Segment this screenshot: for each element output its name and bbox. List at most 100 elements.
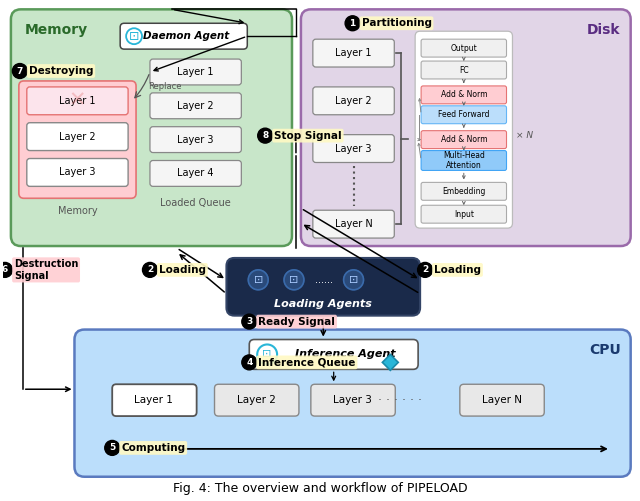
FancyBboxPatch shape — [150, 160, 241, 186]
FancyBboxPatch shape — [19, 81, 136, 198]
Text: Ready Signal: Ready Signal — [258, 317, 335, 327]
Text: Layer 4: Layer 4 — [177, 168, 214, 178]
FancyBboxPatch shape — [313, 210, 394, 238]
Text: ✕: ✕ — [68, 91, 86, 111]
Text: 3: 3 — [246, 317, 252, 326]
Circle shape — [345, 16, 360, 31]
Circle shape — [242, 314, 257, 329]
Text: · · · · · ·: · · · · · · — [378, 394, 422, 407]
FancyBboxPatch shape — [27, 123, 128, 151]
Text: Inference Agent: Inference Agent — [295, 349, 396, 359]
FancyBboxPatch shape — [313, 87, 394, 115]
FancyBboxPatch shape — [415, 31, 513, 228]
Circle shape — [0, 263, 12, 278]
Text: Loading: Loading — [159, 265, 206, 275]
FancyBboxPatch shape — [311, 384, 396, 416]
Text: Layer 3: Layer 3 — [60, 167, 96, 177]
Text: Destroying: Destroying — [29, 66, 93, 76]
FancyBboxPatch shape — [421, 131, 506, 149]
Text: 8: 8 — [262, 131, 268, 140]
FancyBboxPatch shape — [150, 127, 241, 152]
Circle shape — [344, 270, 364, 290]
Text: Layer 2: Layer 2 — [237, 395, 276, 405]
Text: Layer 1: Layer 1 — [335, 48, 372, 58]
Text: 4: 4 — [246, 358, 252, 367]
Circle shape — [258, 128, 273, 143]
FancyBboxPatch shape — [460, 384, 544, 416]
Text: Inference Queue: Inference Queue — [258, 357, 356, 367]
Polygon shape — [382, 354, 398, 370]
Text: Output: Output — [451, 44, 477, 53]
Text: Replace: Replace — [148, 82, 182, 91]
FancyBboxPatch shape — [150, 59, 241, 85]
FancyBboxPatch shape — [27, 158, 128, 186]
Text: 5: 5 — [109, 443, 115, 452]
Circle shape — [242, 355, 257, 370]
Text: 6: 6 — [2, 266, 8, 275]
Text: Layer 2: Layer 2 — [335, 96, 372, 106]
FancyBboxPatch shape — [421, 182, 506, 200]
Text: Computing: Computing — [121, 443, 185, 453]
Text: Layer 1: Layer 1 — [134, 395, 173, 405]
FancyBboxPatch shape — [313, 135, 394, 162]
Text: FC: FC — [459, 66, 468, 75]
Text: ⊡: ⊡ — [129, 30, 140, 43]
Text: Layer 3: Layer 3 — [335, 144, 372, 154]
Text: ⊡: ⊡ — [262, 349, 272, 359]
Text: Fig. 4: The overview and workflow of PIPELOAD: Fig. 4: The overview and workflow of PIP… — [173, 482, 468, 495]
Text: Destruction
Signal: Destruction Signal — [14, 259, 78, 281]
Circle shape — [248, 270, 268, 290]
Text: 1: 1 — [349, 19, 356, 28]
Text: ......: ...... — [315, 275, 333, 285]
FancyBboxPatch shape — [112, 384, 196, 416]
Text: Layer 2: Layer 2 — [177, 101, 214, 111]
FancyBboxPatch shape — [227, 258, 420, 316]
Text: Layer N: Layer N — [481, 395, 522, 405]
FancyBboxPatch shape — [74, 330, 630, 477]
Circle shape — [418, 263, 433, 278]
Circle shape — [284, 270, 304, 290]
Text: Loading Agents: Loading Agents — [275, 299, 372, 309]
Text: Layer 1: Layer 1 — [60, 96, 96, 106]
Text: Multi-Head
Attention: Multi-Head Attention — [443, 151, 484, 170]
Circle shape — [143, 263, 157, 278]
Text: 2: 2 — [147, 266, 153, 275]
FancyBboxPatch shape — [150, 93, 241, 119]
Text: CPU: CPU — [589, 344, 621, 358]
Text: Layer 2: Layer 2 — [59, 132, 96, 142]
Text: Layer 1: Layer 1 — [177, 67, 214, 77]
Circle shape — [105, 440, 120, 455]
FancyBboxPatch shape — [11, 10, 292, 246]
FancyBboxPatch shape — [421, 205, 506, 223]
Text: Input: Input — [454, 210, 474, 219]
FancyBboxPatch shape — [313, 39, 394, 67]
Text: × N: × N — [516, 131, 534, 140]
Text: Add & Norm: Add & Norm — [440, 135, 487, 144]
FancyBboxPatch shape — [249, 340, 418, 369]
FancyBboxPatch shape — [421, 86, 506, 104]
Text: Add & Norm: Add & Norm — [440, 90, 487, 99]
Text: Layer 3: Layer 3 — [177, 135, 214, 145]
Text: 7: 7 — [17, 67, 23, 76]
FancyBboxPatch shape — [421, 61, 506, 79]
Text: Loading: Loading — [434, 265, 481, 275]
FancyBboxPatch shape — [421, 151, 506, 170]
Text: Loaded Queue: Loaded Queue — [160, 198, 231, 208]
FancyBboxPatch shape — [421, 39, 506, 57]
FancyBboxPatch shape — [301, 10, 630, 246]
Text: ⊡: ⊡ — [253, 275, 263, 285]
Text: ⊡: ⊡ — [289, 275, 299, 285]
Text: Memory: Memory — [58, 206, 97, 216]
Text: Layer 3: Layer 3 — [333, 395, 372, 405]
Text: Stop Signal: Stop Signal — [274, 131, 342, 141]
Text: Partitioning: Partitioning — [362, 18, 431, 28]
Text: Memory: Memory — [25, 23, 88, 37]
Text: 2: 2 — [422, 266, 428, 275]
FancyBboxPatch shape — [421, 106, 506, 124]
Text: Embedding: Embedding — [442, 187, 486, 196]
Circle shape — [12, 64, 28, 79]
Text: Feed Forward: Feed Forward — [438, 110, 490, 119]
FancyBboxPatch shape — [214, 384, 299, 416]
Text: ⊡: ⊡ — [349, 275, 358, 285]
Text: Daemon Agent: Daemon Agent — [143, 31, 229, 41]
